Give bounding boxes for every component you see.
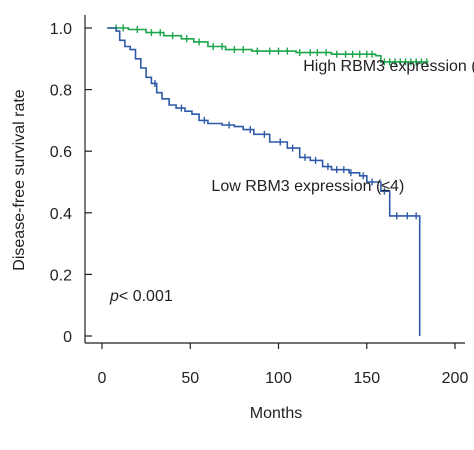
y-tick-label: 1.0 [50,21,72,38]
series-line-0 [107,28,428,62]
series-label-0: High RBM3 expression (>4) [303,58,474,75]
x-tick-label: 50 [181,370,199,387]
y-axis-label: Disease-free survival rate [11,89,28,271]
x-tick-label: 200 [442,370,469,387]
ticks: 0 0.2 0.4 0.6 0.8 1.0 0 50 100 150 200 [50,21,469,387]
y-tick-label: 0.4 [50,206,72,223]
x-tick-label: 150 [353,370,380,387]
labels: Months Disease-free survival rate p< 0.0… [11,58,474,422]
series-label-1: Low RBM3 expression (≤4) [211,178,404,195]
x-tick-label: 100 [265,370,292,387]
y-tick-label: 0.2 [50,267,72,284]
x-tick-label: 0 [98,370,107,387]
p-value-annotation: p< 0.001 [109,288,173,305]
p-rest: < 0.001 [119,288,173,305]
y-tick-label: 0.8 [50,83,72,100]
y-tick-label: 0.6 [50,144,72,161]
y-tick-label: 0 [63,329,72,346]
x-axis-label: Months [250,405,302,422]
p-symbol: p [109,288,119,305]
